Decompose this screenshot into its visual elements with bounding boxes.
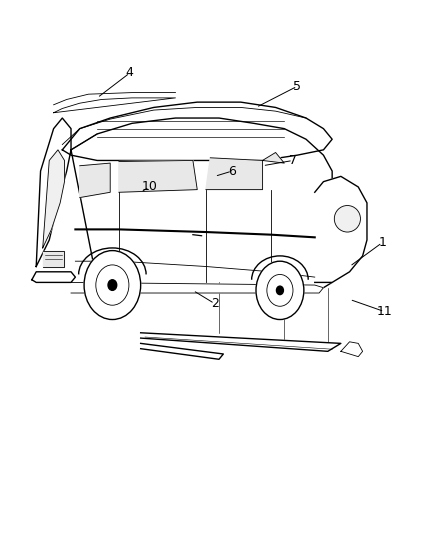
Text: 7: 7: [289, 154, 297, 167]
Polygon shape: [206, 158, 262, 190]
Polygon shape: [71, 118, 332, 288]
Circle shape: [276, 286, 283, 295]
Circle shape: [108, 280, 117, 290]
Polygon shape: [262, 152, 284, 163]
Polygon shape: [315, 176, 367, 282]
Ellipse shape: [334, 206, 360, 232]
Polygon shape: [62, 102, 332, 160]
Text: 5: 5: [293, 80, 301, 93]
Polygon shape: [119, 160, 197, 192]
Circle shape: [84, 251, 141, 319]
Polygon shape: [43, 150, 64, 248]
Polygon shape: [141, 333, 341, 351]
Polygon shape: [32, 272, 75, 282]
Text: 6: 6: [228, 165, 236, 177]
Polygon shape: [141, 343, 223, 359]
Polygon shape: [80, 163, 110, 198]
Text: 1: 1: [378, 236, 386, 249]
Text: 11: 11: [377, 305, 392, 318]
Polygon shape: [36, 118, 71, 266]
Polygon shape: [341, 342, 363, 357]
Polygon shape: [53, 98, 176, 113]
Text: 4: 4: [126, 67, 134, 79]
Text: 2: 2: [211, 297, 219, 310]
Text: 10: 10: [141, 181, 157, 193]
Polygon shape: [71, 282, 323, 293]
Polygon shape: [43, 251, 64, 266]
Circle shape: [256, 261, 304, 319]
